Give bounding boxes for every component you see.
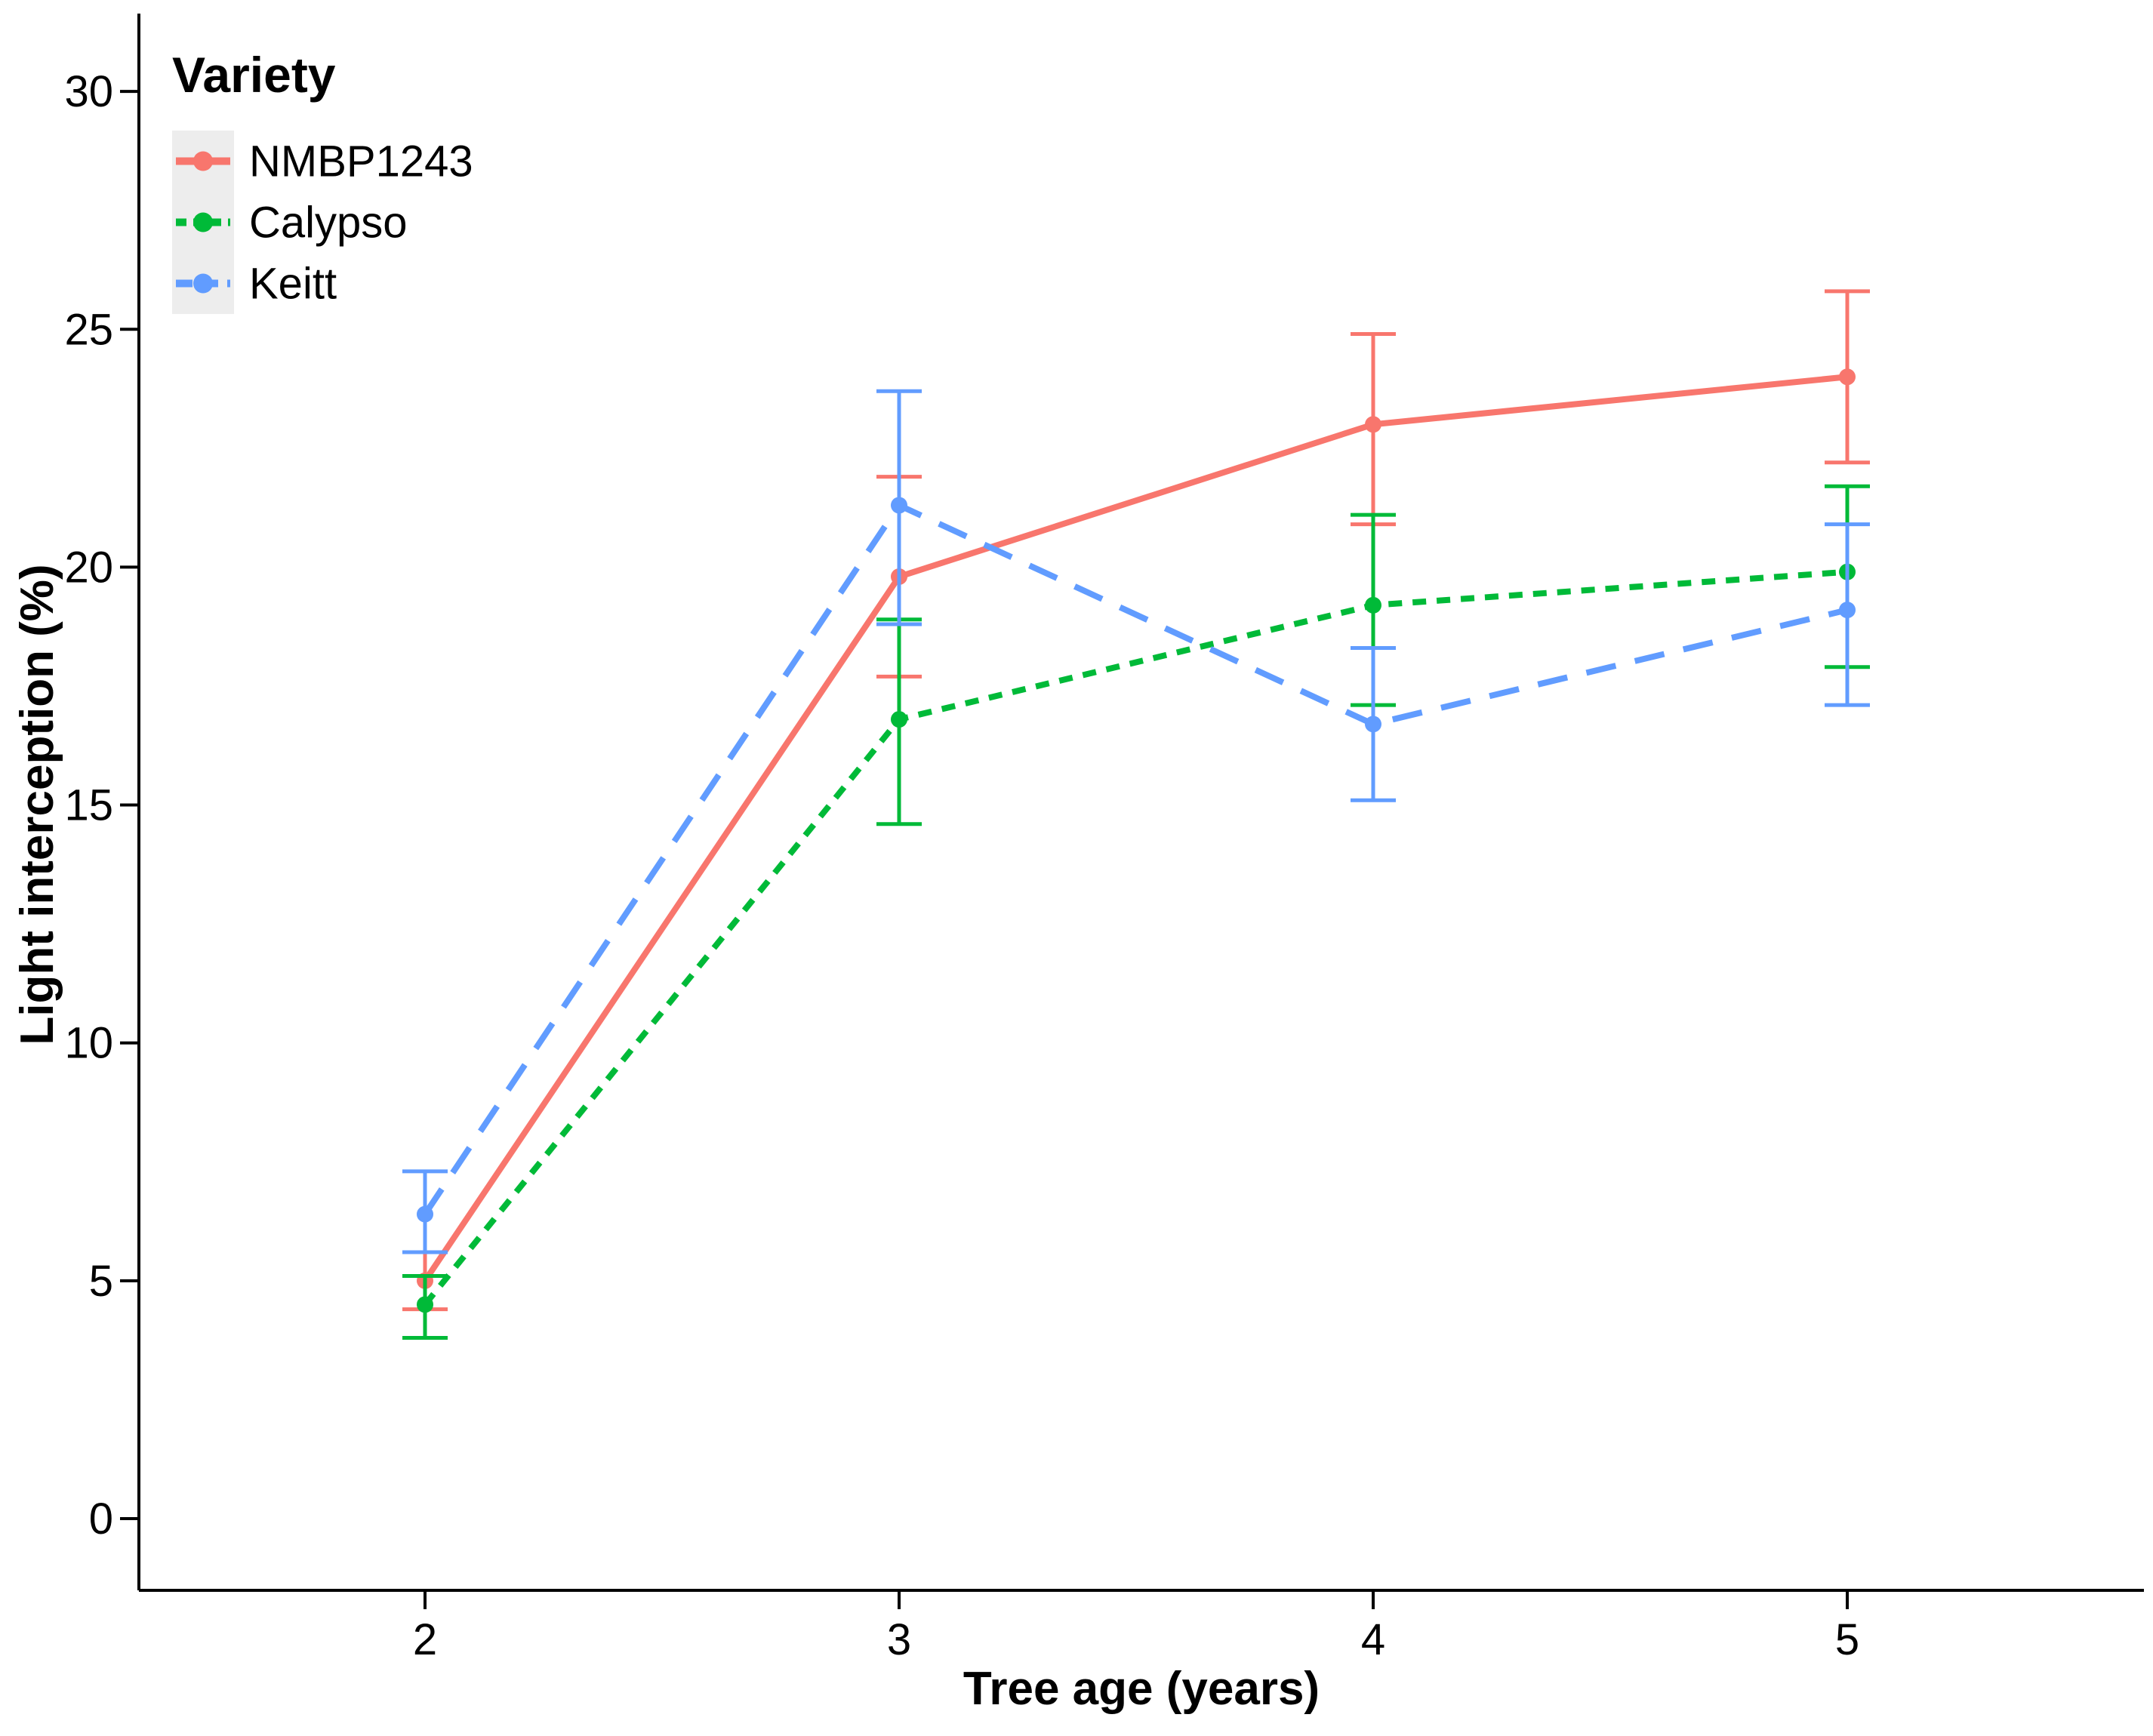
series-line: [422, 374, 1848, 1283]
data-point: [1365, 596, 1381, 614]
y-axis-title: Light interception (%): [11, 564, 63, 1045]
data-point: [891, 711, 907, 728]
legend-item-label: NMBP1243: [249, 137, 473, 186]
legend-item-NMBP1243: NMBP1243: [172, 131, 473, 192]
legend-item-Keitt: Keitt: [172, 253, 337, 314]
x-axis-title: Tree age (years): [963, 1663, 1320, 1715]
x-tick-label: 5: [1835, 1615, 1859, 1664]
series-line: [422, 568, 1848, 1307]
legend-key-point: [193, 212, 213, 232]
y-tick-label: 20: [64, 543, 113, 592]
data-point: [417, 1205, 433, 1223]
y-tick-label: 25: [64, 305, 113, 354]
y-tick-label: 5: [89, 1257, 113, 1306]
y-tick-label: 30: [64, 67, 113, 116]
data-point: [1365, 416, 1381, 433]
data-point: [1365, 716, 1381, 733]
series-line: [422, 501, 1848, 1216]
data-point: [891, 497, 907, 514]
y-tick-label: 15: [64, 781, 113, 830]
legend-key-point: [193, 151, 213, 171]
legend-key-point: [193, 273, 213, 294]
x-tick-label: 3: [887, 1615, 911, 1664]
series-Keitt: [402, 389, 1870, 1254]
x-tick-label: 2: [413, 1615, 437, 1664]
legend-title: Variety: [172, 47, 336, 103]
data-point: [1839, 602, 1856, 619]
legend-item-label: Calypso: [249, 199, 408, 248]
legend: Variety NMBP1243 Calypso Keitt: [172, 47, 473, 314]
y-tick-label: 0: [89, 1494, 113, 1544]
data-point: [417, 1296, 433, 1313]
x-tick-label: 4: [1361, 1615, 1385, 1664]
y-tick-label: 10: [64, 1019, 113, 1068]
data-point: [1839, 368, 1856, 386]
series-NMBP1243: [402, 289, 1870, 1312]
plot-area: 0 5 10 15 20 25 30 2 3 4 5: [64, 14, 2144, 1664]
legend-item-label: Keitt: [249, 260, 337, 309]
legend-item-Calypso: Calypso: [172, 192, 408, 253]
